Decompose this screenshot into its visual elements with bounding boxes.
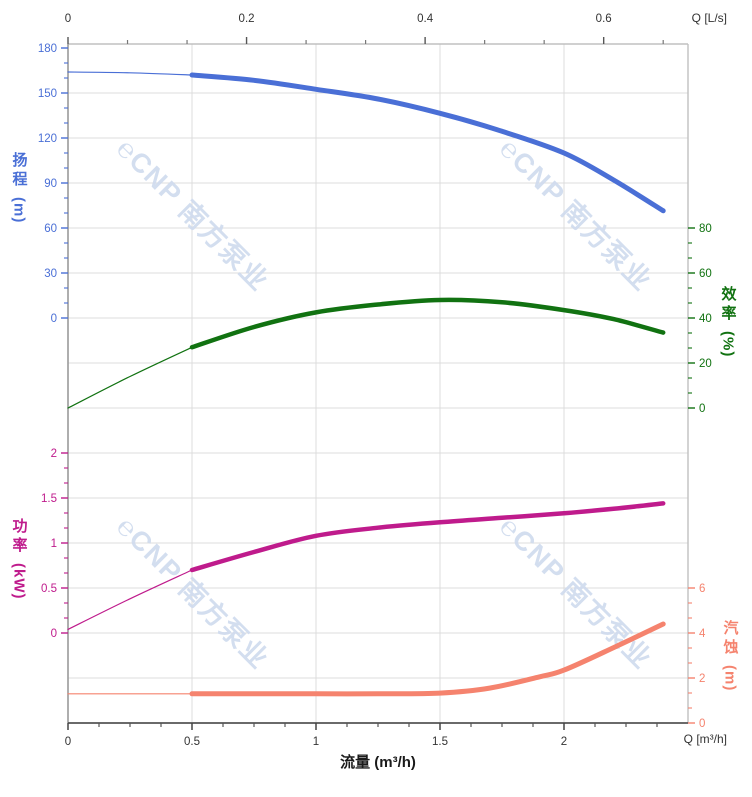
svg-text:2: 2 (699, 673, 705, 685)
curves (67, 71, 666, 697)
efficiency-axis-title: 效率 (%) (719, 286, 737, 358)
efficiency-axis-unit-text: (%) (719, 331, 737, 358)
svg-text:1.5: 1.5 (41, 493, 57, 505)
power-axis-unit-text: (kW) (10, 563, 28, 600)
svg-text:6: 6 (699, 583, 705, 595)
svg-text:60: 60 (44, 223, 57, 235)
svg-text:4: 4 (699, 628, 706, 640)
npsh-axis-title-text: 汽蚀 (721, 620, 739, 658)
svg-text:0: 0 (51, 313, 57, 325)
svg-text:20: 20 (699, 358, 712, 370)
svg-text:0.2: 0.2 (239, 13, 255, 25)
svg-text:90: 90 (44, 178, 57, 190)
watermark: ℮CNP 南方泵业 (111, 132, 276, 297)
svg-text:150: 150 (38, 88, 57, 100)
svg-text:120: 120 (38, 133, 57, 145)
watermark: ℮CNP 南方泵业 (494, 510, 659, 675)
svg-text:0.5: 0.5 (184, 736, 200, 748)
svg-text:0.6: 0.6 (596, 13, 612, 25)
svg-text:℮CNP 南方泵业: ℮CNP 南方泵业 (111, 510, 276, 675)
axis-npsh: 6 4 2 0 (688, 583, 706, 730)
svg-text:1.5: 1.5 (432, 736, 448, 748)
curve-efficiency (189, 297, 666, 350)
svg-text:0.4: 0.4 (417, 13, 434, 25)
gridlines (68, 44, 688, 723)
curve-efficiency-thin (67, 346, 193, 409)
bottom-axis-unit-label: Q [m³/h] (683, 732, 727, 746)
curve-npsh (189, 621, 666, 697)
top-axis-unit-label: Q [L/s] (691, 11, 727, 25)
head-axis-title: 扬程 (m) (10, 152, 28, 224)
svg-text:℮CNP 南方泵业: ℮CNP 南方泵业 (111, 132, 276, 297)
axis-efficiency: 80 60 40 20 0 (688, 223, 712, 415)
svg-text:0: 0 (699, 718, 705, 730)
svg-text:60: 60 (699, 268, 712, 280)
axis-head: 180 150 120 90 60 30 0 (38, 43, 68, 325)
npsh-axis-unit-text: (m) (721, 665, 739, 692)
svg-text:1: 1 (51, 538, 57, 550)
watermark: ℮CNP 南方泵业 (111, 510, 276, 675)
curve-head-thin (67, 71, 193, 76)
svg-text:0: 0 (699, 403, 705, 415)
axis-top: 0 0.2 0.4 0.6 (65, 13, 664, 44)
svg-text:0: 0 (65, 736, 71, 748)
svg-text:0: 0 (51, 628, 57, 640)
svg-text:80: 80 (699, 223, 712, 235)
head-axis-title-text: 扬程 (10, 152, 28, 190)
svg-text:2: 2 (561, 736, 567, 748)
curve-power-thin (67, 569, 193, 630)
power-axis-title: 功率 (kW) (10, 518, 28, 600)
axis-power: 2 1.5 1 0.5 0 (41, 448, 68, 640)
watermarks: ℮CNP 南方泵业 ℮CNP 南方泵业℮CNP 南方泵业 ℮CNP 南方泵业 (111, 132, 659, 675)
efficiency-axis-title-text: 效率 (719, 286, 737, 324)
svg-text:0.5: 0.5 (41, 583, 57, 595)
power-axis-title-text: 功率 (10, 518, 28, 556)
axis-bottom: 0 0.5 1 1.5 2 (65, 723, 658, 748)
curve-head (189, 72, 666, 214)
head-axis-unit-text: (m) (10, 197, 28, 224)
svg-text:40: 40 (699, 313, 712, 325)
svg-text:0: 0 (65, 13, 71, 25)
svg-text:2: 2 (51, 448, 57, 460)
npsh-axis-title: 汽蚀 (m) (721, 620, 739, 692)
svg-text:℮CNP 南方泵业: ℮CNP 南方泵业 (494, 510, 659, 675)
svg-text:1: 1 (313, 736, 319, 748)
curve-power (189, 501, 666, 573)
svg-text:180: 180 (38, 43, 57, 55)
svg-text:30: 30 (44, 268, 57, 280)
flow-axis-title: 流量 (m³/h) (340, 754, 416, 771)
